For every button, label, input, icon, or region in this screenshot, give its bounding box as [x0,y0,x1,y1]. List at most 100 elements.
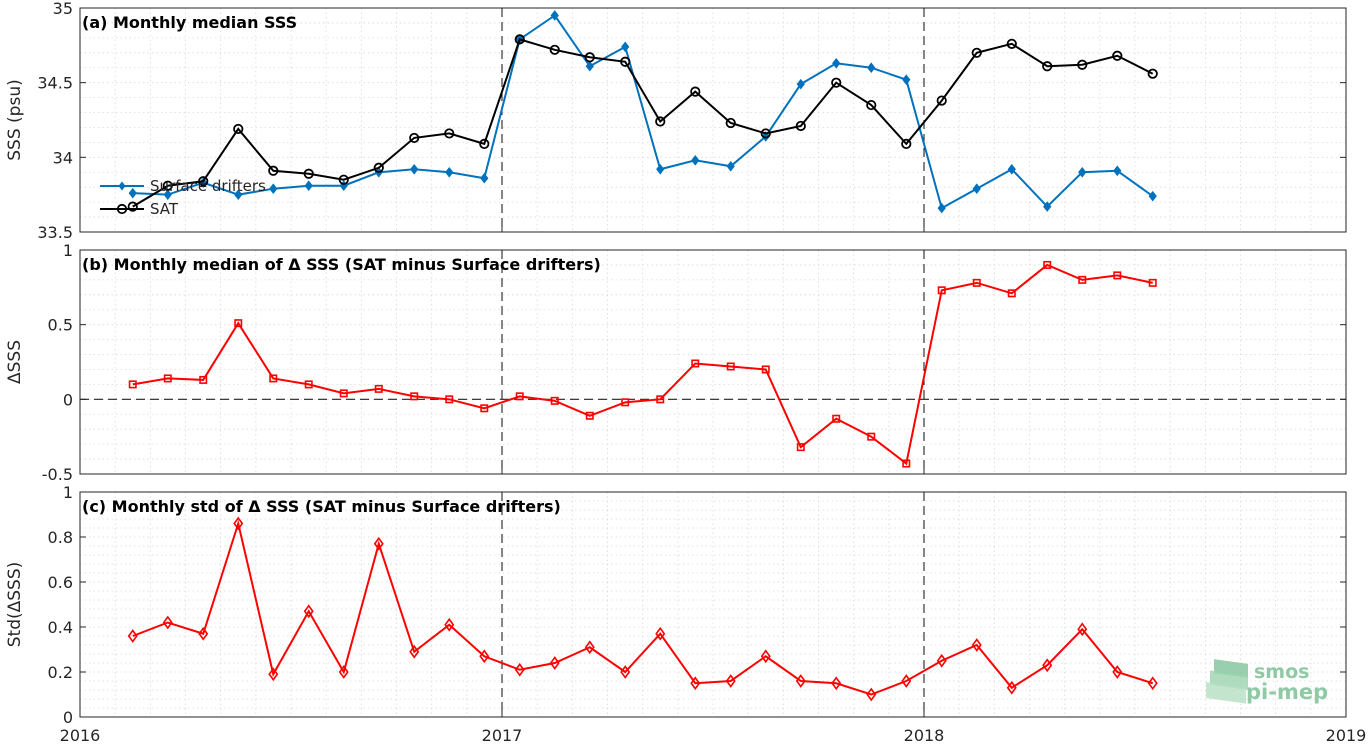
data-point [831,676,842,691]
data-point [972,278,981,287]
data-point [621,398,630,407]
data-point [1147,68,1158,79]
data-point [1007,163,1016,175]
data-point [691,155,700,166]
legend: Surface drifters SAT [100,177,266,218]
data-point [937,286,946,295]
axes-frame [79,7,1347,233]
data-point [1077,622,1088,637]
data-point [1148,278,1157,287]
panel-title: (c) Monthly std of Δ SSS (SAT minus Surf… [82,497,561,516]
data-point [867,432,876,441]
data-point [268,667,279,682]
data-point [373,536,384,551]
axes-frame [79,491,1347,718]
data-point [620,665,631,679]
data-point [1113,271,1122,280]
data-point [445,395,454,404]
data-point [584,52,595,63]
data-point [866,687,877,702]
y-tick-label: 0.2 [48,663,73,682]
series-b [128,260,1157,468]
data-point [901,674,912,688]
x-tick-label: 2016 [60,726,101,745]
data-point [690,86,701,97]
y-tick-label: 35 [53,0,73,18]
data-point [972,183,981,195]
y-tick-label: 1 [63,241,73,260]
data-point [198,176,209,187]
data-point [1007,289,1016,298]
data-point [1042,61,1053,72]
data-point [127,201,138,212]
data-point [690,676,701,691]
legend-marker [118,181,126,191]
data-point [902,459,911,468]
data-point [902,74,911,85]
data-point [1043,201,1052,212]
data-point [128,380,137,389]
data-point [1112,50,1123,61]
panel-title: (a) Monthly median SSS [82,13,297,32]
x-tick-label: 2018 [904,726,945,745]
data-point [550,10,559,21]
legend-marker [116,203,128,215]
data-point [726,362,735,371]
y-tick-label: 0.4 [48,618,73,637]
y-tick-label: 34.5 [37,74,73,93]
panel-a: 33.5 34 34.5 35 SSS (psu) Surface drifters SAT… [5,0,1347,242]
data-point [269,183,278,195]
series-line [132,263,1153,466]
y-tick-label: 1 [63,483,73,502]
data-point [725,117,736,129]
data-point [901,138,912,149]
data-point [831,77,842,88]
data-point [795,674,806,688]
data-point [796,443,805,452]
data-point [936,95,947,106]
panels: 33.5 34 34.5 35 SSS (psu) Surface drifters SAT… [5,0,1366,745]
data-point [480,404,489,413]
data-point [234,319,243,328]
y-axis-label: Std(ΔSSS) [5,562,25,648]
data-point [761,365,770,374]
x-tick-label: 2017 [482,726,523,745]
y-tick-label: -0.5 [42,465,73,484]
data-point [373,162,384,173]
y-axis-label: SSS (psu) [5,79,25,160]
data-point [656,163,665,175]
data-point [655,116,666,127]
data-point [444,617,455,632]
legend-label: Surface drifters [150,177,266,195]
axes-frame [79,249,1347,475]
data-point [550,396,559,405]
data-point [866,99,877,111]
data-point [1042,658,1053,673]
data-point [725,674,736,688]
data-point [971,638,982,652]
x-tick-label: 2019 [1326,726,1367,745]
data-point [761,131,770,142]
data-point [832,414,841,423]
data-point [515,392,524,401]
y-tick-label: 33.5 [37,223,73,242]
data-point [584,640,595,655]
data-point [1006,38,1017,49]
data-point [620,56,631,67]
data-point [233,123,244,135]
data-point [726,160,735,172]
series-line [132,14,1154,210]
data-point [374,384,383,393]
data-point [655,626,666,641]
y-tick-label: 0.8 [48,528,73,547]
data-point [479,649,490,664]
data-point [163,374,172,383]
data-point [162,180,173,191]
data-point [585,411,594,420]
y-tick-label: 34 [53,148,73,167]
data-point [479,138,490,149]
data-point [409,644,420,659]
data-point [480,172,489,184]
data-point [1043,260,1052,269]
